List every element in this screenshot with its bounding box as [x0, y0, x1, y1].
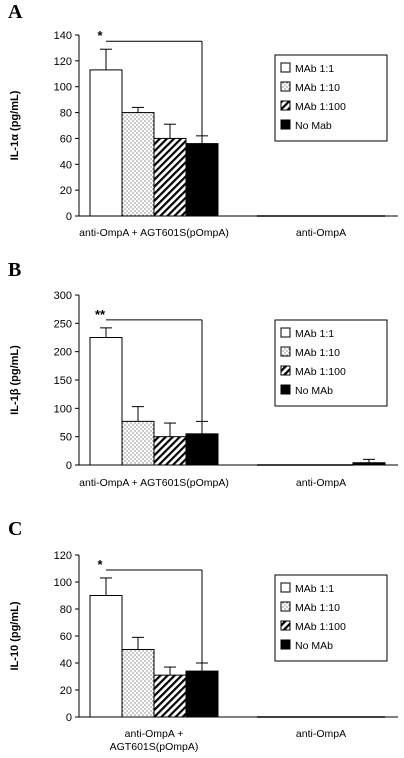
bar	[185, 433, 219, 466]
chart-panel-c: C IL-10 (pg/mL) 0 20 40 60 80 100 120 anti-OmpA +…	[8, 518, 398, 753]
y-tick-label: 80	[60, 604, 72, 616]
bar	[89, 595, 123, 718]
legend-box	[274, 54, 388, 142]
legend-swatch	[280, 639, 291, 650]
panel-letter: C	[8, 518, 22, 540]
chart-panel-a: A IL-1α (pg/mL) 0 20 40 60 80 100 120 140 anti-Omp…	[8, 1, 398, 239]
bar	[153, 137, 187, 217]
legend-box	[274, 574, 388, 662]
legend-entry: MAb 1:100	[295, 621, 346, 633]
x-category-label: AGT601S(pOmpA)	[110, 741, 199, 753]
legend-swatch	[280, 582, 291, 593]
y-tick-label: 100	[54, 82, 72, 94]
bar	[153, 674, 187, 718]
y-tick-label: 0	[66, 211, 72, 223]
y-tick-label: 100	[54, 403, 72, 415]
bar	[89, 337, 123, 466]
legend-swatch	[280, 346, 291, 357]
legend-swatch	[280, 327, 291, 338]
y-tick-label: 80	[60, 108, 72, 120]
legend-swatch	[280, 365, 291, 376]
legend-swatch	[280, 62, 291, 73]
legend-entry: MAb 1:10	[295, 602, 340, 614]
legend-entry: No MAb	[295, 640, 333, 652]
chart-panel-b: B IL-1β (pg/mL) 0 50 100 150 200 250 300 anti-Omp…	[8, 259, 398, 489]
legend-entry: MAb 1:1	[295, 63, 334, 75]
significance-marker: **	[95, 307, 106, 322]
y-tick-label: 140	[54, 30, 72, 42]
x-category-label: anti-OmpA	[296, 728, 346, 740]
y-tick-label: 60	[60, 631, 72, 643]
legend-entry: MAb 1:1	[295, 328, 334, 340]
y-tick-label: 150	[54, 375, 72, 387]
y-tick-label: 50	[60, 432, 72, 444]
y-tick-label: 60	[60, 133, 72, 145]
significance-marker: *	[97, 28, 103, 43]
legend-swatch	[280, 601, 291, 612]
y-tick-label: 120	[54, 56, 72, 68]
bar	[121, 112, 155, 217]
legend-swatch	[280, 384, 291, 395]
panel-letter: B	[8, 259, 21, 281]
bar	[89, 69, 123, 217]
y-axis-label: IL-10 (pg/mL)	[9, 601, 21, 670]
y-tick-label: 120	[54, 550, 72, 562]
y-tick-label: 40	[60, 159, 72, 171]
y-tick-label: 300	[54, 290, 72, 302]
legend-entry: MAb 1:100	[295, 101, 346, 113]
y-tick-label: 20	[60, 185, 72, 197]
legend-entry: MAb 1:10	[295, 82, 340, 94]
y-tick-label: 20	[60, 685, 72, 697]
legend-swatch	[280, 119, 291, 130]
bar	[121, 649, 155, 718]
legend-entry: No Mab	[295, 120, 332, 132]
legend-swatch	[280, 100, 291, 111]
legend-box	[274, 319, 388, 407]
y-tick-label: 0	[66, 712, 72, 724]
bar	[352, 462, 386, 466]
x-category-label: anti-OmpA + AGT601S(pOmpA)	[79, 477, 229, 489]
y-tick-label: 100	[54, 577, 72, 589]
bar	[185, 143, 219, 217]
x-category-label: anti-OmpA +	[125, 728, 184, 740]
y-tick-label: 0	[66, 460, 72, 472]
significance-marker: *	[97, 557, 103, 572]
y-axis-label: IL-1α (pg/mL)	[9, 90, 21, 160]
x-category-label: anti-OmpA	[296, 477, 346, 489]
legend-entry: MAb 1:1	[295, 583, 334, 595]
y-tick-label: 200	[54, 347, 72, 359]
panel-letter: A	[8, 1, 23, 23]
legend-entry: MAb 1:100	[295, 366, 346, 378]
legend-entry: MAb 1:10	[295, 347, 340, 359]
y-axis-label: IL-1β (pg/mL)	[9, 345, 21, 415]
legend-swatch	[280, 620, 291, 631]
bar	[121, 420, 155, 466]
x-category-label: anti-OmpA	[296, 227, 346, 239]
x-category-label: anti-OmpA + AGT601S(pOmpA)	[79, 227, 229, 239]
bar	[153, 436, 187, 466]
legend-swatch	[280, 81, 291, 92]
legend-entry: No MAb	[295, 385, 333, 397]
y-tick-label: 40	[60, 658, 72, 670]
y-tick-label: 250	[54, 318, 72, 330]
bar	[185, 670, 219, 718]
